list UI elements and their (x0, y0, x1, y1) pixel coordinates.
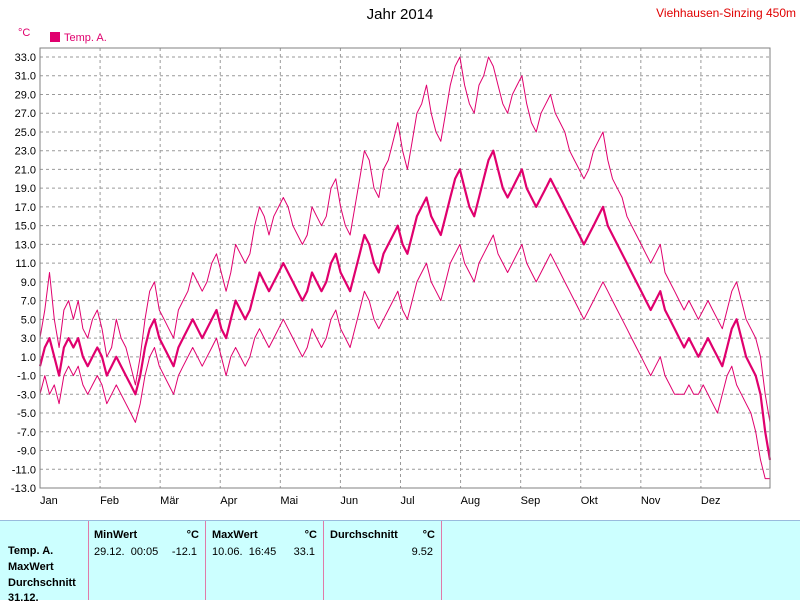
legend-label: Temp. A. (64, 32, 107, 44)
y-tick-label: 31.0 (15, 71, 36, 83)
x-tick-label: Feb (100, 495, 119, 507)
x-tick-label: Jul (400, 495, 414, 507)
y-tick-label: 1.0 (21, 352, 36, 364)
x-tick-label: Mär (160, 495, 179, 507)
x-tick-label: Aug (461, 495, 481, 507)
y-tick-label: 27.0 (15, 108, 36, 120)
max-column: MaxWert °C 10.06. 16:45 33.1 (206, 521, 324, 600)
max-head: MaxWert (212, 529, 258, 541)
y-tick-labels: 33.0 31.0 29.0 27.0 25.0 23.0 21.0 19.0 17.0 15.0… (11, 52, 36, 495)
y-tick-label: -9.0 (17, 446, 36, 458)
avg-value: 9.52 (411, 546, 433, 558)
max-time: 10.06. 16:45 (212, 546, 277, 558)
y-tick-label: -13.0 (11, 483, 36, 495)
row-label-max: MaxWert (8, 561, 54, 573)
y-tick-label: 21.0 (15, 164, 36, 176)
series-group (38, 56, 772, 480)
row-label-temp: Temp. A. (8, 545, 54, 557)
y-tick-label: -5.0 (17, 408, 36, 420)
y-tick-label: 29.0 (15, 89, 36, 101)
y-tick-label: 33.0 (15, 52, 36, 64)
station-name: Viehhausen-Sinzing 450m (656, 6, 796, 20)
avg-unit: °C (422, 529, 435, 541)
min-head: MinWert (94, 529, 138, 541)
row-label-date: 31.12. (8, 592, 39, 604)
series-line-min (39, 234, 770, 480)
x-tick-label: Mai (280, 495, 298, 507)
plot-frame (39, 47, 771, 489)
series-line-mean (38, 149, 772, 461)
min-value: -12.1 (171, 546, 197, 558)
min-unit: °C (186, 529, 199, 541)
series-line-max (39, 56, 771, 423)
max-value: 33.1 (293, 546, 315, 558)
y-tick-label: 13.0 (15, 239, 36, 251)
temperature-chart: 33.0 31.0 29.0 27.0 25.0 23.0 21.0 19.0 17.0 15.0… (11, 27, 772, 507)
min-time: 29.12. 00:05 (94, 546, 159, 558)
y-tick-label: 25.0 (15, 127, 36, 139)
x-tick-labels: Jan Feb Mär Apr Mai Jun Jul Aug Sep Okt Nov Dez (40, 495, 720, 507)
y-tick-label: -11.0 (12, 464, 36, 476)
y-tick-label: -1.0 (17, 371, 36, 383)
chart-area: 33.0 31.0 29.0 27.0 25.0 23.0 21.0 19.0 17.0 15.0… (10, 6, 796, 507)
y-tick-label: -3.0 (17, 389, 36, 401)
row-label-avg: Durchschnitt (8, 577, 76, 589)
avg-head: Durchschnitt (330, 529, 398, 541)
y-tick-label: 23.0 (15, 146, 36, 158)
x-tick-label: Apr (220, 495, 237, 507)
y-tick-label: 15.0 (15, 221, 36, 233)
y-tick-label: 5.0 (21, 314, 36, 326)
x-tick-label: Dez (701, 495, 721, 507)
y-tick-label: 9.0 (21, 277, 36, 289)
y-tick-label: 17.0 (15, 202, 36, 214)
x-tick-label: Nov (641, 495, 661, 507)
max-unit: °C (304, 529, 317, 541)
x-tick-label: Sep (521, 495, 541, 507)
y-tick-label: 11.0 (15, 258, 36, 270)
y-tick-label: 19.0 (15, 183, 36, 195)
y-tick-label: 3.0 (21, 333, 36, 345)
y-tick-label: -7.0 (17, 427, 36, 439)
x-tick-label: Jun (340, 495, 358, 507)
avg-column: Durchschnitt °C 9.52 (324, 521, 442, 600)
x-tick-label: Jan (40, 495, 58, 507)
legend-swatch (50, 32, 60, 42)
row-label-column: Temp. A. MaxWert Durchschnitt 31.12. (0, 521, 89, 604)
y-axis-unit: °C (18, 27, 30, 39)
y-tick-label: 7.0 (21, 296, 36, 308)
grid (40, 48, 770, 489)
x-tick-label: Okt (581, 495, 598, 507)
stats-panel: Temp. A. MaxWert Durchschnitt 31.12. Min… (0, 520, 800, 604)
min-column: MinWert °C 29.12. 00:05 -12.1 (88, 521, 206, 600)
chart-title: Jahr 2014 (366, 6, 434, 23)
